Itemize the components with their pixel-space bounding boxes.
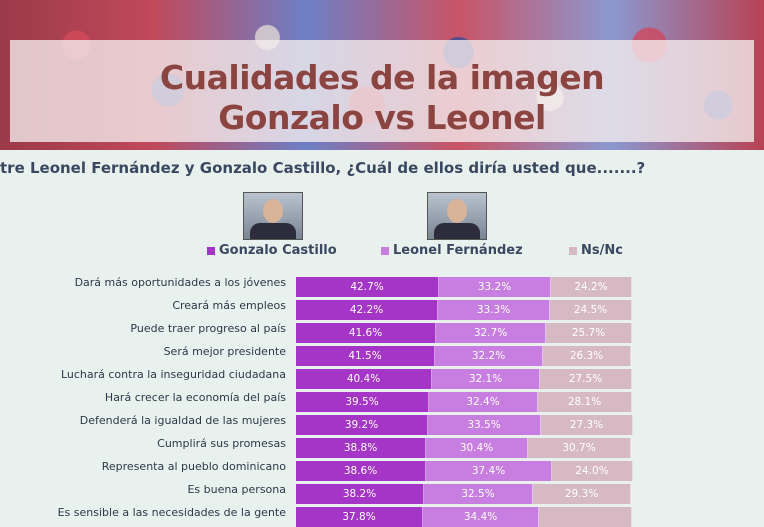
data-label: 39.2% <box>344 419 379 431</box>
bar-segment: 32.5% <box>424 484 533 504</box>
data-label: 30.4% <box>459 442 494 454</box>
slide-title-line-2: Gonzalo vs Leonel <box>218 98 546 137</box>
data-label: 33.3% <box>476 304 511 316</box>
bar-segment: 42.7% <box>296 277 439 297</box>
header-banner: Cualidades de la imagen Gonzalo vs Leone… <box>0 0 764 150</box>
bar-segment: 26.3% <box>543 346 631 366</box>
bar-segment: 32.1% <box>432 369 540 389</box>
bar-segment: 27.5% <box>540 369 632 389</box>
legend-item: Leonel Fernández <box>381 243 523 258</box>
data-label: 29.3% <box>564 488 599 500</box>
bar-segment: 32.4% <box>429 392 538 412</box>
bar-segment: 41.6% <box>296 323 436 343</box>
bar-segment: 37.8% <box>296 507 423 527</box>
data-label: 24.5% <box>573 304 608 316</box>
category-label: Es sensible a las necesidades de la gent… <box>57 506 286 519</box>
data-label: 24.0% <box>575 465 609 477</box>
legend-item: Ns/Nc <box>569 243 623 258</box>
data-label: 27.5% <box>568 373 603 385</box>
data-label: 37.4% <box>471 465 506 477</box>
bar-segment: 24.2% <box>551 277 632 297</box>
bar-segment: 25.7% <box>546 323 632 343</box>
legend-label: Ns/Nc <box>581 243 623 258</box>
bar-segment: 29.3% <box>533 484 631 504</box>
data-label: 32.4% <box>466 396 500 408</box>
data-label: 37.8% <box>342 511 376 523</box>
category-label: Defenderá la igualdad de las mujeres <box>79 414 286 427</box>
category-label: Cumplirá sus promesas <box>157 437 286 450</box>
bar-segment: 30.7% <box>528 438 631 458</box>
bar-segment: 37.4% <box>426 461 552 481</box>
bar-segment: 33.2% <box>439 277 551 297</box>
bar-segment: 28.1% <box>538 392 632 412</box>
data-label: 32.7% <box>473 327 508 339</box>
category-label: Es buena persona <box>187 483 286 496</box>
bar-segment: 32.2% <box>435 346 543 366</box>
data-label: 28.1% <box>567 396 602 408</box>
data-label: 26.3% <box>569 350 604 362</box>
data-label: 34.4% <box>463 511 498 523</box>
category-label: Dará más oportunidades a los jóvenes <box>74 276 286 289</box>
bar-segment: 38.2% <box>296 484 424 504</box>
category-label: Representa al pueblo dominicano <box>101 460 286 473</box>
bar-segment: 42.2% <box>296 300 438 320</box>
category-label: Será mejor presidente <box>163 345 286 358</box>
legend-swatch <box>207 246 215 255</box>
slide-title-line-1: Cualidades de la imagen <box>159 58 605 97</box>
bar-segment: 34.4% <box>423 507 539 527</box>
legend-label: Gonzalo Castillo <box>219 243 337 258</box>
gonzalo-castillo-photo <box>243 192 303 240</box>
bar-segment <box>539 507 632 527</box>
data-label: 33.5% <box>467 419 501 431</box>
data-label: 32.2% <box>471 350 506 362</box>
legend-swatch <box>569 246 577 255</box>
data-label: 38.2% <box>342 488 377 500</box>
chart-legend: Gonzalo Castillo Leonel Fernández Ns/Nc <box>0 243 764 261</box>
bar-segment: 39.2% <box>296 415 428 435</box>
bar-segment: 40.4% <box>296 369 432 389</box>
data-label: 32.1% <box>468 373 503 385</box>
survey-question: tre Leonel Fernández y Gonzalo Castillo,… <box>0 159 646 177</box>
legend-item: Gonzalo Castillo <box>207 243 337 258</box>
data-label: 27.3% <box>569 419 604 431</box>
category-label: Hará crecer la economía del país <box>104 391 286 404</box>
category-label: Puede traer progreso al país <box>130 322 286 335</box>
data-label: 40.4% <box>346 373 381 385</box>
data-label: 38.8% <box>343 442 378 454</box>
data-label: 41.5% <box>348 350 382 362</box>
data-label: 33.2% <box>477 281 512 293</box>
data-label: 42.2% <box>349 304 384 316</box>
leonel-fernandez-photo <box>427 192 487 240</box>
data-label: 41.6% <box>348 327 383 339</box>
data-label: 39.5% <box>345 396 379 408</box>
data-label: 32.5% <box>461 488 495 500</box>
data-label: 38.6% <box>343 465 378 477</box>
bar-segment: 41.5% <box>296 346 435 366</box>
category-label: Creará más empleos <box>172 299 286 312</box>
bar-segment: 24.5% <box>550 300 632 320</box>
title-box: Cualidades de la imagen Gonzalo vs Leone… <box>10 40 754 142</box>
bar-segment: 38.6% <box>296 461 426 481</box>
legend-label: Leonel Fernández <box>393 243 523 258</box>
bar-segment: 27.3% <box>541 415 633 435</box>
bar-segment: 38.8% <box>296 438 426 458</box>
bar-segment: 33.3% <box>438 300 550 320</box>
bar-segment: 33.5% <box>428 415 541 435</box>
data-label: 30.7% <box>562 442 596 454</box>
category-label: Luchará contra la inseguridad ciudadana <box>60 368 286 381</box>
bar-segment: 30.4% <box>426 438 528 458</box>
bar-segment: 32.7% <box>436 323 546 343</box>
data-label: 25.7% <box>571 327 606 339</box>
data-label: 42.7% <box>350 281 384 293</box>
bar-segment: 39.5% <box>296 392 429 412</box>
data-label: 24.2% <box>574 281 608 293</box>
legend-swatch <box>381 246 389 255</box>
bar-segment: 24.0% <box>552 461 633 481</box>
